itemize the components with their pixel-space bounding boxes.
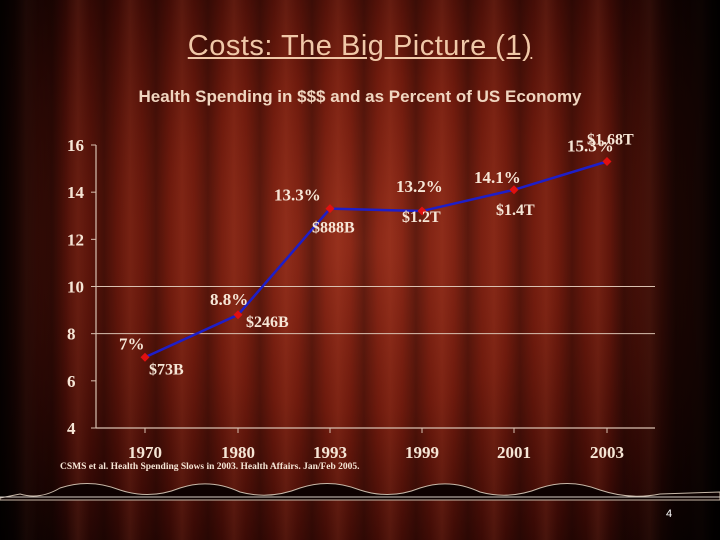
data-point	[509, 185, 519, 195]
x-tick-label: 1999	[405, 443, 439, 462]
spending-series-line	[144, 160, 608, 359]
x-tick-label: 1993	[313, 443, 347, 462]
percent-data-label: 8.8%	[210, 290, 248, 309]
stage-floor-edge	[0, 483, 720, 501]
dollar-data-label: $1.68T	[587, 132, 634, 149]
percent-data-label: 14.1%	[474, 168, 521, 187]
percent-data-label: 7%	[119, 334, 145, 353]
y-tick-label: 16	[67, 136, 84, 155]
x-tick-label: 1970	[128, 443, 162, 462]
percent-data-label: 13.2%	[396, 177, 443, 196]
data-point	[602, 157, 612, 167]
y-tick-label: 8	[67, 325, 76, 344]
page-number: 4	[666, 508, 673, 520]
percent-data-label: 15.3%	[567, 137, 614, 156]
dollar-data-label: $246B	[246, 314, 289, 331]
dollar-data-label: $73B	[149, 361, 184, 378]
dollar-data-label: $888B	[312, 220, 355, 237]
x-tick-label: 2003	[590, 443, 624, 462]
y-tick-label: 6	[67, 372, 76, 391]
curtain-left-shadow	[0, 0, 70, 540]
percent-data-label: 13.3%	[274, 186, 321, 205]
data-point	[325, 204, 335, 214]
x-tick-label: 2001	[497, 443, 531, 462]
source-citation: CSMS et al. Health Spending Slows in 200…	[60, 462, 360, 472]
y-tick-label: 4	[67, 419, 76, 438]
y-tick-label: 14	[67, 183, 85, 202]
dollar-data-label: $1.2T	[402, 209, 441, 226]
y-tick-label: 12	[67, 230, 84, 249]
slide-title: Costs: The Big Picture (1)	[187, 30, 533, 62]
y-tick-label: 10	[67, 278, 84, 297]
data-point	[417, 206, 427, 216]
dollar-data-label: $1.4T	[496, 202, 535, 219]
slide-subtitle: Health Spending in $$$ and as Percent of…	[138, 87, 582, 106]
curtain-right-shadow	[610, 0, 720, 540]
data-point	[140, 352, 150, 362]
data-point	[233, 310, 243, 320]
x-tick-label: 1980	[221, 443, 255, 462]
